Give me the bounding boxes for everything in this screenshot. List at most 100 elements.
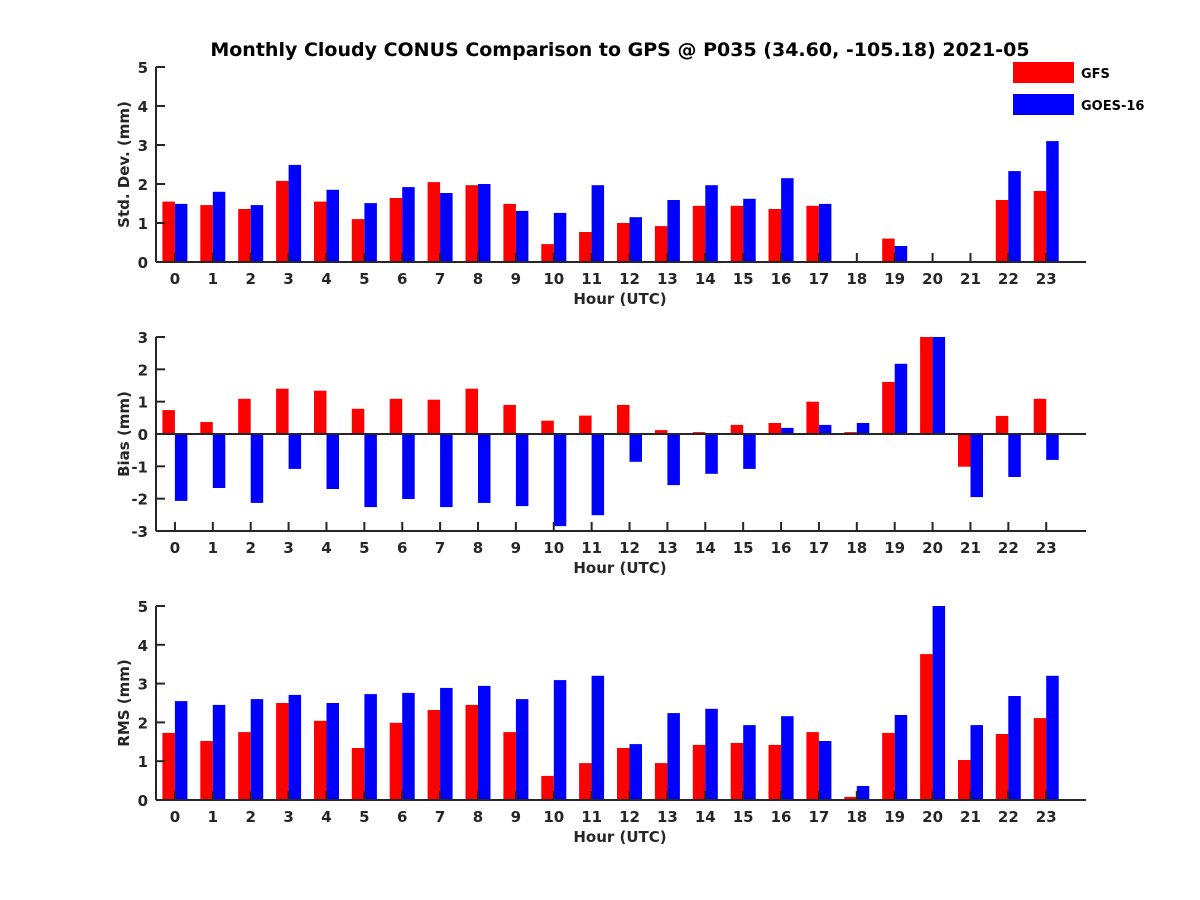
bar-std-dev-gfs-h17 bbox=[806, 205, 819, 262]
x-tick-label: 22 bbox=[998, 539, 1019, 557]
bar-std-dev-goes16-h8 bbox=[478, 184, 491, 262]
x-tick-label: 18 bbox=[846, 270, 867, 288]
bar-std-dev-gfs-h11 bbox=[579, 232, 592, 262]
bar-rms-gfs-h5 bbox=[351, 748, 365, 800]
x-tick-label: 17 bbox=[808, 539, 829, 557]
bar-bias-gfs-h19 bbox=[882, 381, 895, 434]
bar-bias-goes16-h18 bbox=[856, 423, 870, 434]
bar-bias-goes16-h9 bbox=[515, 434, 529, 507]
x-tick-label: 13 bbox=[657, 539, 678, 557]
x-tick-label: 19 bbox=[884, 808, 905, 826]
y-tick-label: -1 bbox=[131, 458, 148, 476]
bar-std-dev-gfs-h1 bbox=[200, 205, 213, 262]
bar-std-dev-gfs-h0 bbox=[162, 201, 175, 262]
bar-std-dev-gfs-h12 bbox=[617, 223, 630, 262]
bar-std-dev-gfs-h8 bbox=[465, 185, 478, 262]
x-tick-label: 3 bbox=[283, 539, 293, 557]
x-tick-label: 0 bbox=[170, 539, 180, 557]
bar-bias-goes16-h8 bbox=[478, 434, 491, 503]
y-tick-label: 5 bbox=[138, 59, 148, 77]
x-tick-label: 7 bbox=[435, 270, 445, 288]
bar-std-dev-gfs-h9 bbox=[503, 203, 516, 262]
bar-std-dev-gfs-h3 bbox=[276, 180, 289, 262]
bar-std-dev-goes16-h11 bbox=[591, 185, 605, 262]
bar-std-dev-goes16-h4 bbox=[326, 189, 339, 262]
bar-bias-gfs-h15 bbox=[730, 424, 744, 434]
x-tick-label: 4 bbox=[321, 808, 331, 826]
bar-bias-goes16-h21 bbox=[970, 434, 983, 498]
bar-bias-goes16-h10 bbox=[553, 434, 567, 527]
x-tick-label: 10 bbox=[543, 270, 564, 288]
bar-rms-goes16-h12 bbox=[629, 744, 642, 800]
bar-bias-gfs-h1 bbox=[200, 422, 213, 434]
x-tick-label: 1 bbox=[208, 539, 218, 557]
x-tick-label: 9 bbox=[511, 270, 521, 288]
bar-bias-gfs-h0 bbox=[162, 410, 175, 434]
x-tick-label: 17 bbox=[808, 808, 829, 826]
bar-rms-goes16-h21 bbox=[970, 725, 983, 800]
x-tick-label: 14 bbox=[695, 808, 716, 826]
x-tick-label: 15 bbox=[733, 270, 754, 288]
x-tick-label: 20 bbox=[922, 808, 943, 826]
bar-std-dev-goes16-h9 bbox=[515, 210, 529, 262]
x-tick-label: 10 bbox=[543, 808, 564, 826]
x-tick-label: 9 bbox=[511, 808, 521, 826]
bar-bias-goes16-h2 bbox=[250, 434, 264, 503]
x-tick-label: 2 bbox=[245, 270, 255, 288]
y-tick-label: 0 bbox=[138, 426, 148, 444]
bar-rms-goes16-h1 bbox=[212, 704, 226, 800]
bar-rms-goes16-h7 bbox=[440, 687, 453, 800]
bar-std-dev-gfs-h19 bbox=[882, 238, 895, 262]
bar-bias-gfs-h8 bbox=[465, 388, 478, 434]
legend-swatch-gfs bbox=[1013, 62, 1074, 83]
legend-label-goes16: GOES-16 bbox=[1081, 99, 1144, 114]
bar-rms-gfs-h14 bbox=[692, 744, 706, 800]
bar-std-dev-goes16-h16 bbox=[781, 178, 794, 262]
bar-rms-goes16-h6 bbox=[402, 692, 415, 800]
legend-label-gfs: GFS bbox=[1081, 67, 1110, 82]
bar-rms-goes16-h4 bbox=[326, 703, 339, 800]
bar-std-dev-goes16-h5 bbox=[364, 203, 377, 262]
bar-std-dev-gfs-h4 bbox=[314, 201, 327, 262]
y-tick-label: 3 bbox=[138, 137, 148, 155]
bar-rms-gfs-h18 bbox=[844, 796, 857, 800]
y-tick-label: 5 bbox=[138, 598, 148, 616]
bar-std-dev-goes16-h0 bbox=[174, 203, 188, 262]
bar-std-dev-goes16-h12 bbox=[629, 217, 642, 262]
bar-bias-gfs-h2 bbox=[238, 398, 251, 434]
bar-std-dev-goes16-h14 bbox=[705, 185, 718, 262]
x-axis-label: Hour (UTC) bbox=[573, 559, 666, 577]
x-tick-label: 21 bbox=[960, 539, 981, 557]
bar-bias-goes16-h4 bbox=[326, 434, 339, 489]
bar-rms-gfs-h20 bbox=[920, 654, 933, 800]
bar-std-dev-goes16-h13 bbox=[667, 200, 680, 262]
y-tick-label: 3 bbox=[138, 676, 148, 694]
bar-rms-goes16-h10 bbox=[553, 680, 567, 800]
x-tick-label: 16 bbox=[771, 808, 792, 826]
x-tick-label: 5 bbox=[359, 808, 369, 826]
x-tick-label: 20 bbox=[922, 270, 943, 288]
x-tick-label: 1 bbox=[208, 270, 218, 288]
x-tick-label: 6 bbox=[397, 539, 407, 557]
bar-rms-gfs-h6 bbox=[389, 722, 403, 800]
x-tick-label: 19 bbox=[884, 270, 905, 288]
bar-rms-gfs-h2 bbox=[238, 732, 251, 800]
x-tick-label: 13 bbox=[657, 270, 678, 288]
bar-std-dev-gfs-h16 bbox=[768, 209, 781, 262]
bar-bias-goes16-h3 bbox=[288, 434, 302, 469]
bar-rms-goes16-h0 bbox=[174, 701, 188, 800]
bar-rms-goes16-h20 bbox=[932, 606, 946, 800]
bar-rms-goes16-h2 bbox=[250, 699, 264, 800]
bar-std-dev-goes16-h15 bbox=[743, 198, 756, 262]
bar-std-dev-goes16-h22 bbox=[1008, 171, 1021, 262]
x-tick-label: 16 bbox=[771, 539, 792, 557]
bar-std-dev-goes16-h19 bbox=[894, 246, 908, 262]
x-tick-label: 9 bbox=[511, 539, 521, 557]
x-tick-label: 11 bbox=[581, 539, 602, 557]
bar-bias-gfs-h4 bbox=[314, 390, 327, 434]
bar-rms-gfs-h4 bbox=[314, 720, 327, 800]
x-tick-label: 18 bbox=[846, 808, 867, 826]
